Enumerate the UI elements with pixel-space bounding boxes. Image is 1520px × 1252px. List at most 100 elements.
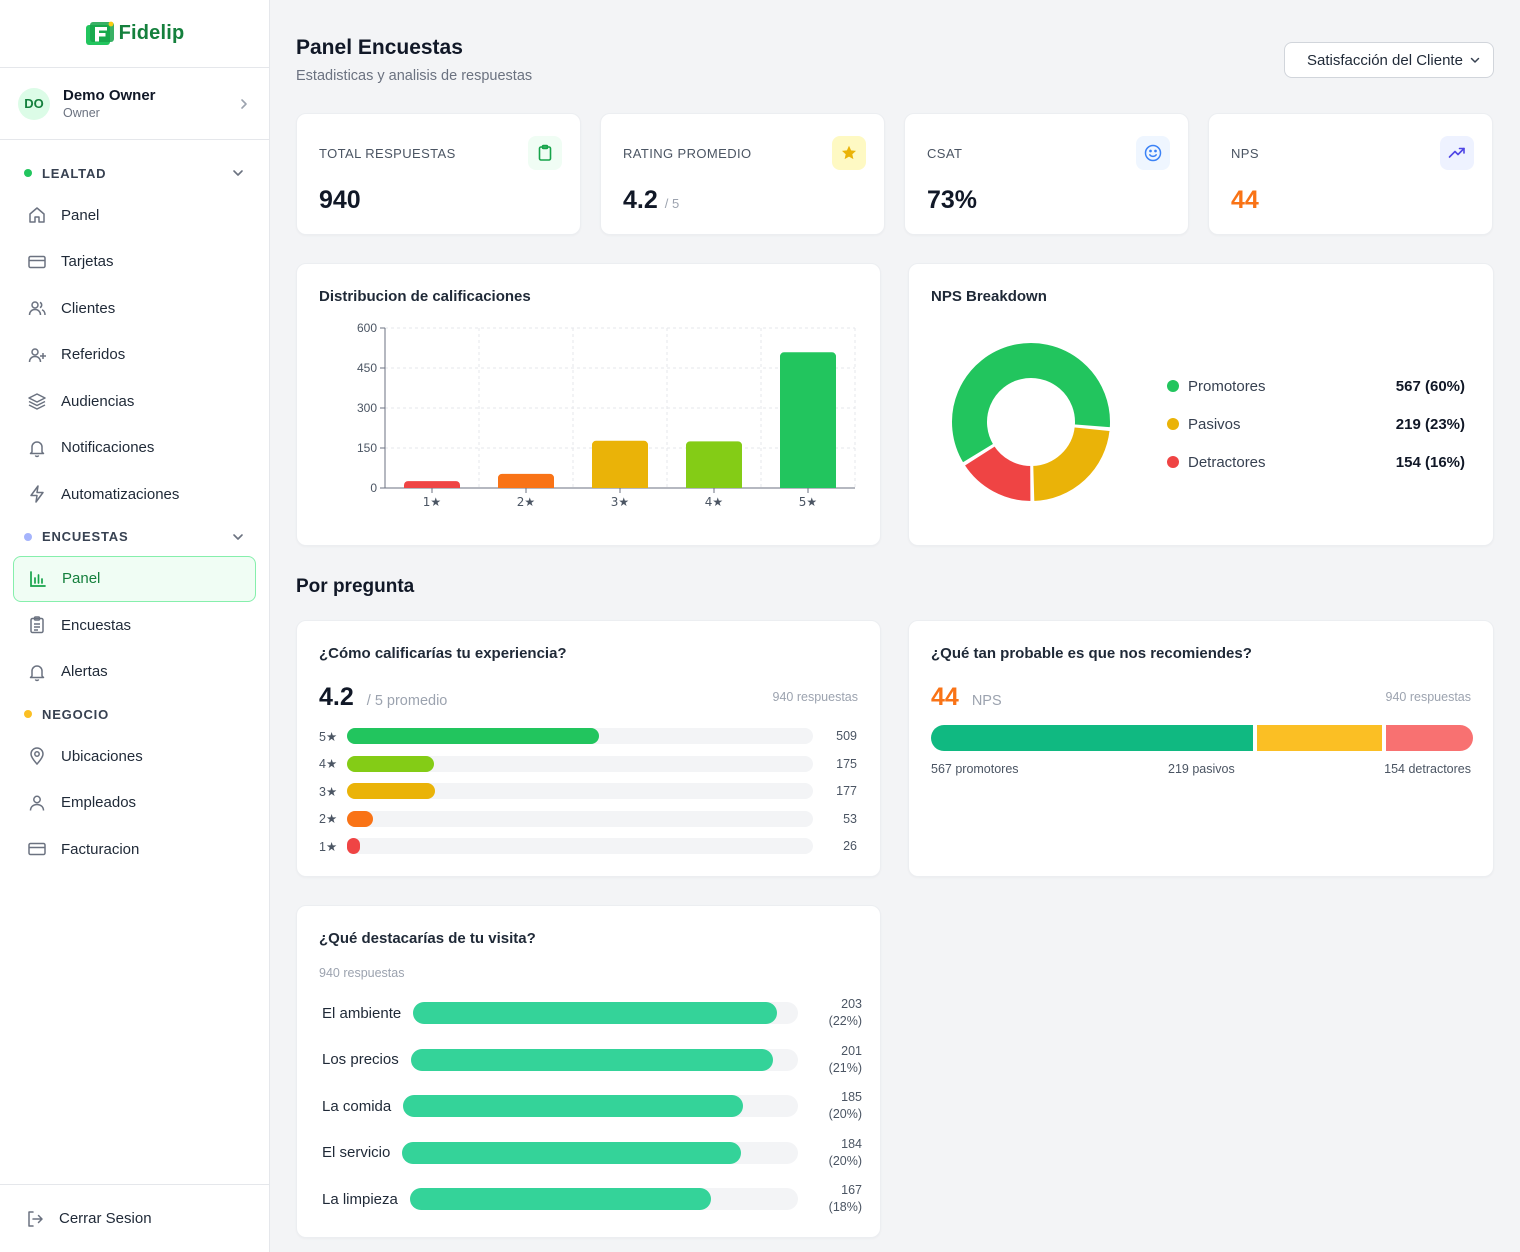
highlight-count-value: 203 [841,997,862,1011]
response-count: 940 respuestas [319,966,405,980]
section-dot [24,710,32,718]
sidebar-item-label: Encuestas [61,616,132,634]
question-title: ¿Cómo calificarías tu experiencia? [319,645,567,662]
stat-value-suffix: / 5 [664,196,680,211]
sidebar-item-alertas[interactable]: Alertas [13,649,256,696]
highlight-count-value: 184 [841,1136,862,1151]
sidebar-item-automatizaciones[interactable]: Automatizaciones [13,471,256,518]
credit-card-icon [26,251,48,273]
question-card-experiencia: ¿Cómo calificarías tu experiencia? 4.2 /… [296,620,881,877]
page-title: Panel Encuestas [296,36,463,59]
sidebar-item-encuestas[interactable]: Encuestas [13,602,256,649]
sidebar-item-label: Empleados [61,794,137,812]
logout-button[interactable]: Cerrar Sesion [0,1184,269,1252]
rating-row: 4★ 175 [319,755,859,773]
highlight-row: El servicio 184 (20%) [322,1136,862,1170]
card-title: Distribucion de calificaciones [319,288,531,305]
rating-fill [347,810,374,827]
sidebar-item-label: Ubicaciones [61,747,143,765]
survey-select[interactable]: Satisfacción del Cliente [1284,42,1494,78]
bar [592,440,648,488]
rating-count: 509 [836,729,857,743]
highlight-label: La comida [322,1097,392,1115]
sidebar-item-label: Alertas [61,663,108,681]
legend-dot [1167,380,1179,392]
section-encuestas[interactable]: ENCUESTAS [0,518,269,556]
highlight-count-value: 201 [841,1043,862,1058]
sidebar-item-label: Panel [61,206,100,224]
y-tick-label: 450 [357,361,377,375]
sidebar-item-referidos[interactable]: Referidos [13,332,256,379]
sidebar-item-label: Audiencias [61,392,135,410]
user-menu[interactable]: DO Demo Owner Owner [0,68,269,140]
sidebar-item-label: Panel [62,570,101,588]
highlight-track [402,1141,798,1164]
sidebar-item-facturacion[interactable]: Facturacion [13,826,256,873]
sidebar-item-label: Tarjetas [61,253,114,271]
section-heading: Por pregunta [296,576,415,597]
rating-row: 2★ 53 [319,810,859,828]
user-role: Owner [63,106,100,120]
question-card-recomendacion: ¿Qué tan probable es que nos recomiendes… [908,620,1494,877]
sidebar-item-tarjetas[interactable]: Tarjetas [13,239,256,286]
rating-fill [347,728,600,744]
highlight-row: La comida 185 (20%) [322,1089,862,1123]
stat-value: 73% [927,186,978,214]
rating-track [347,728,813,744]
survey-select-value: Satisfacción del Cliente [1307,51,1463,69]
legend-pasivos: Pasivos 219 (23%) [1167,414,1465,434]
sidebar-item-label: Automatizaciones [61,485,180,503]
rating-fill [347,783,435,799]
donut-slice-promotores [950,341,1112,465]
stat-label: TOTAL RESPUESTAS [319,146,456,161]
rating-count: 177 [836,784,857,798]
promotores-caption: 567 promotores [931,762,1019,776]
legend-name: Promotores [1188,377,1266,395]
x-tick-label: 2★ [517,495,535,509]
stat-label: RATING PROMEDIO [623,146,752,161]
users-icon [26,297,48,319]
donut-slice-pasivos [1031,425,1112,503]
sidebar-item-panel[interactable]: Panel [13,192,256,239]
sidebar-item-label: Referidos [61,346,126,364]
rating-track [347,783,813,799]
stat-card-csat: CSAT 73% [904,113,1189,235]
sidebar-item-ubicaciones[interactable]: Ubicaciones [13,733,256,780]
pasivos-caption: 219 pasivos [1168,762,1235,776]
sidebar-item-label: Clientes [61,299,116,317]
chevron-right-icon [241,98,247,109]
rating-count: 175 [836,756,857,771]
nps-breakdown-card: NPS Breakdown Promotores 567 (60%) Pasiv… [908,263,1494,546]
bar [498,473,554,488]
section-negocio[interactable]: NEGOCIO [0,695,269,733]
sidebar-item-audiencias[interactable]: Audiencias [13,378,256,425]
stat-label: CSAT [927,146,963,161]
detractores-caption: 154 detractores [1384,762,1471,776]
sidebar: Fidelip DO Demo Owner Owner LEALTAD Pane… [0,0,270,1252]
rating-label: 4★ [319,757,338,771]
highlight-row: La limpieza 167 (18%) [322,1182,862,1216]
highlight-row: Los precios 201 (21%) [322,1043,862,1077]
donut-slice-detractores [962,443,1033,503]
legend-value: 154 (16%) [1395,453,1465,471]
legend-promotores: Promotores 567 (60%) [1167,376,1465,396]
section-label: ENCUESTAS [42,529,129,544]
y-tick-label: 0 [370,481,377,495]
highlight-label: El ambiente [322,1004,402,1022]
highlight-label: El servicio [322,1144,391,1161]
brand-logo[interactable]: Fidelip [85,21,185,47]
stat-value-number: 4.2 [623,186,658,214]
sidebar-item-empleados[interactable]: Empleados [13,780,256,827]
sidebar-item-label: Notificaciones [61,439,155,457]
highlight-row: El ambiente 203 (22%) [322,996,862,1030]
sidebar-item-encuestas-panel[interactable]: Panel [13,555,256,602]
highlight-count-pct: (18%) [828,1200,862,1214]
section-lealtad[interactable]: LEALTAD [0,154,269,192]
sidebar-item-clientes[interactable]: Clientes [13,285,256,332]
highlight-count-value: 167 [841,1183,862,1197]
sidebar-item-notificaciones[interactable]: Notificaciones [13,425,256,472]
map-pin-icon [26,745,48,767]
bar [404,481,460,488]
section-label: NEGOCIO [42,706,109,722]
user-name: Demo Owner [63,87,156,104]
